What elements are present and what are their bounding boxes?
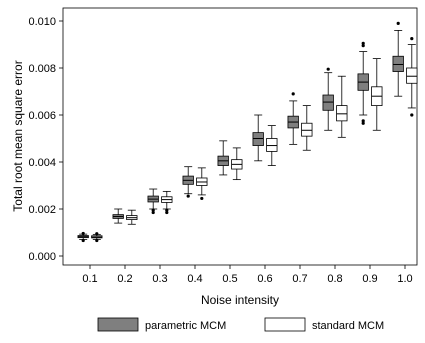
- box-standard: [371, 58, 383, 131]
- box-parametric: [77, 231, 89, 243]
- legend-label-parametric: parametric MCM: [145, 320, 226, 332]
- box-body: [406, 67, 418, 84]
- box-body: [266, 138, 278, 152]
- y-tick-label: 0.008: [28, 63, 56, 75]
- box-standard: [266, 125, 278, 166]
- outlier-point: [291, 92, 295, 96]
- outlier-point: [326, 67, 330, 71]
- box-standard: [196, 167, 208, 201]
- box-standard: [406, 37, 418, 117]
- y-tick-label: 0.006: [28, 110, 56, 122]
- outlier-point: [361, 44, 365, 48]
- outlier-point: [151, 208, 155, 212]
- box-body: [301, 122, 313, 137]
- box-body: [252, 132, 264, 146]
- box-parametric: [182, 166, 194, 198]
- y-tick-label: 0.000: [28, 251, 56, 263]
- outlier-point: [361, 121, 365, 125]
- plot-frame: [62, 7, 418, 266]
- x-tick-label: 1.0: [397, 273, 412, 285]
- box-parametric: [322, 67, 334, 131]
- y-tick-label: 0.004: [28, 157, 56, 169]
- legend-swatch-standard: [264, 317, 306, 332]
- x-axis: 0.1 0.2 0.3 0.4 0.5 0.6 0.7 0.8 0.9 1.0: [82, 265, 413, 285]
- box-parametric: [112, 208, 124, 224]
- box-standard: [301, 105, 313, 151]
- box-body: [336, 105, 348, 122]
- y-axis: 0.000 0.002 0.004 0.006 0.008 0.010: [28, 16, 63, 263]
- box-series-group: [77, 21, 418, 243]
- outlier-point: [151, 210, 155, 215]
- y-axis-title: Total root mean square error: [11, 60, 25, 211]
- box-body: [322, 94, 334, 111]
- legend: parametric MCM standard MCM: [97, 317, 384, 332]
- box-standard: [126, 209, 138, 225]
- box-body: [392, 55, 404, 72]
- box-standard: [91, 232, 103, 243]
- outlier-point: [396, 21, 400, 25]
- x-tick-label: 0.1: [82, 273, 97, 285]
- x-tick-label: 0.9: [362, 273, 377, 285]
- x-tick-label: 0.4: [187, 273, 202, 285]
- outlier-point: [165, 210, 169, 215]
- outlier-point: [95, 238, 99, 243]
- outlier-point: [81, 238, 85, 243]
- outlier-point: [81, 231, 85, 236]
- y-tick-label: 0.002: [28, 204, 56, 216]
- legend-swatch-parametric: [97, 317, 139, 332]
- outlier-point: [410, 37, 414, 41]
- box-parametric: [217, 140, 229, 176]
- outlier-point: [95, 232, 99, 236]
- outlier-point: [165, 208, 169, 212]
- outlier-point: [361, 41, 365, 45]
- box-parametric: [357, 41, 369, 125]
- outlier-point: [186, 194, 190, 198]
- box-standard: [231, 147, 243, 181]
- box-standard: [161, 190, 173, 215]
- legend-label-standard: standard MCM: [312, 320, 384, 332]
- x-tick-label: 0.8: [327, 273, 342, 285]
- outlier-point: [200, 196, 204, 201]
- box-parametric: [392, 21, 404, 97]
- x-tick-label: 0.5: [222, 273, 237, 285]
- x-tick-label: 0.6: [257, 273, 272, 285]
- outlier-point: [410, 113, 414, 117]
- x-axis-title: Noise intensity: [201, 293, 279, 307]
- outlier-point: [361, 119, 365, 123]
- box-standard: [336, 75, 348, 138]
- x-tick-label: 0.7: [292, 273, 307, 285]
- x-tick-label: 0.2: [117, 273, 132, 285]
- box-parametric: [287, 92, 299, 145]
- box-parametric: [252, 114, 264, 162]
- box-parametric: [147, 188, 159, 215]
- x-tick-label: 0.3: [152, 273, 167, 285]
- y-tick-label: 0.010: [28, 16, 56, 28]
